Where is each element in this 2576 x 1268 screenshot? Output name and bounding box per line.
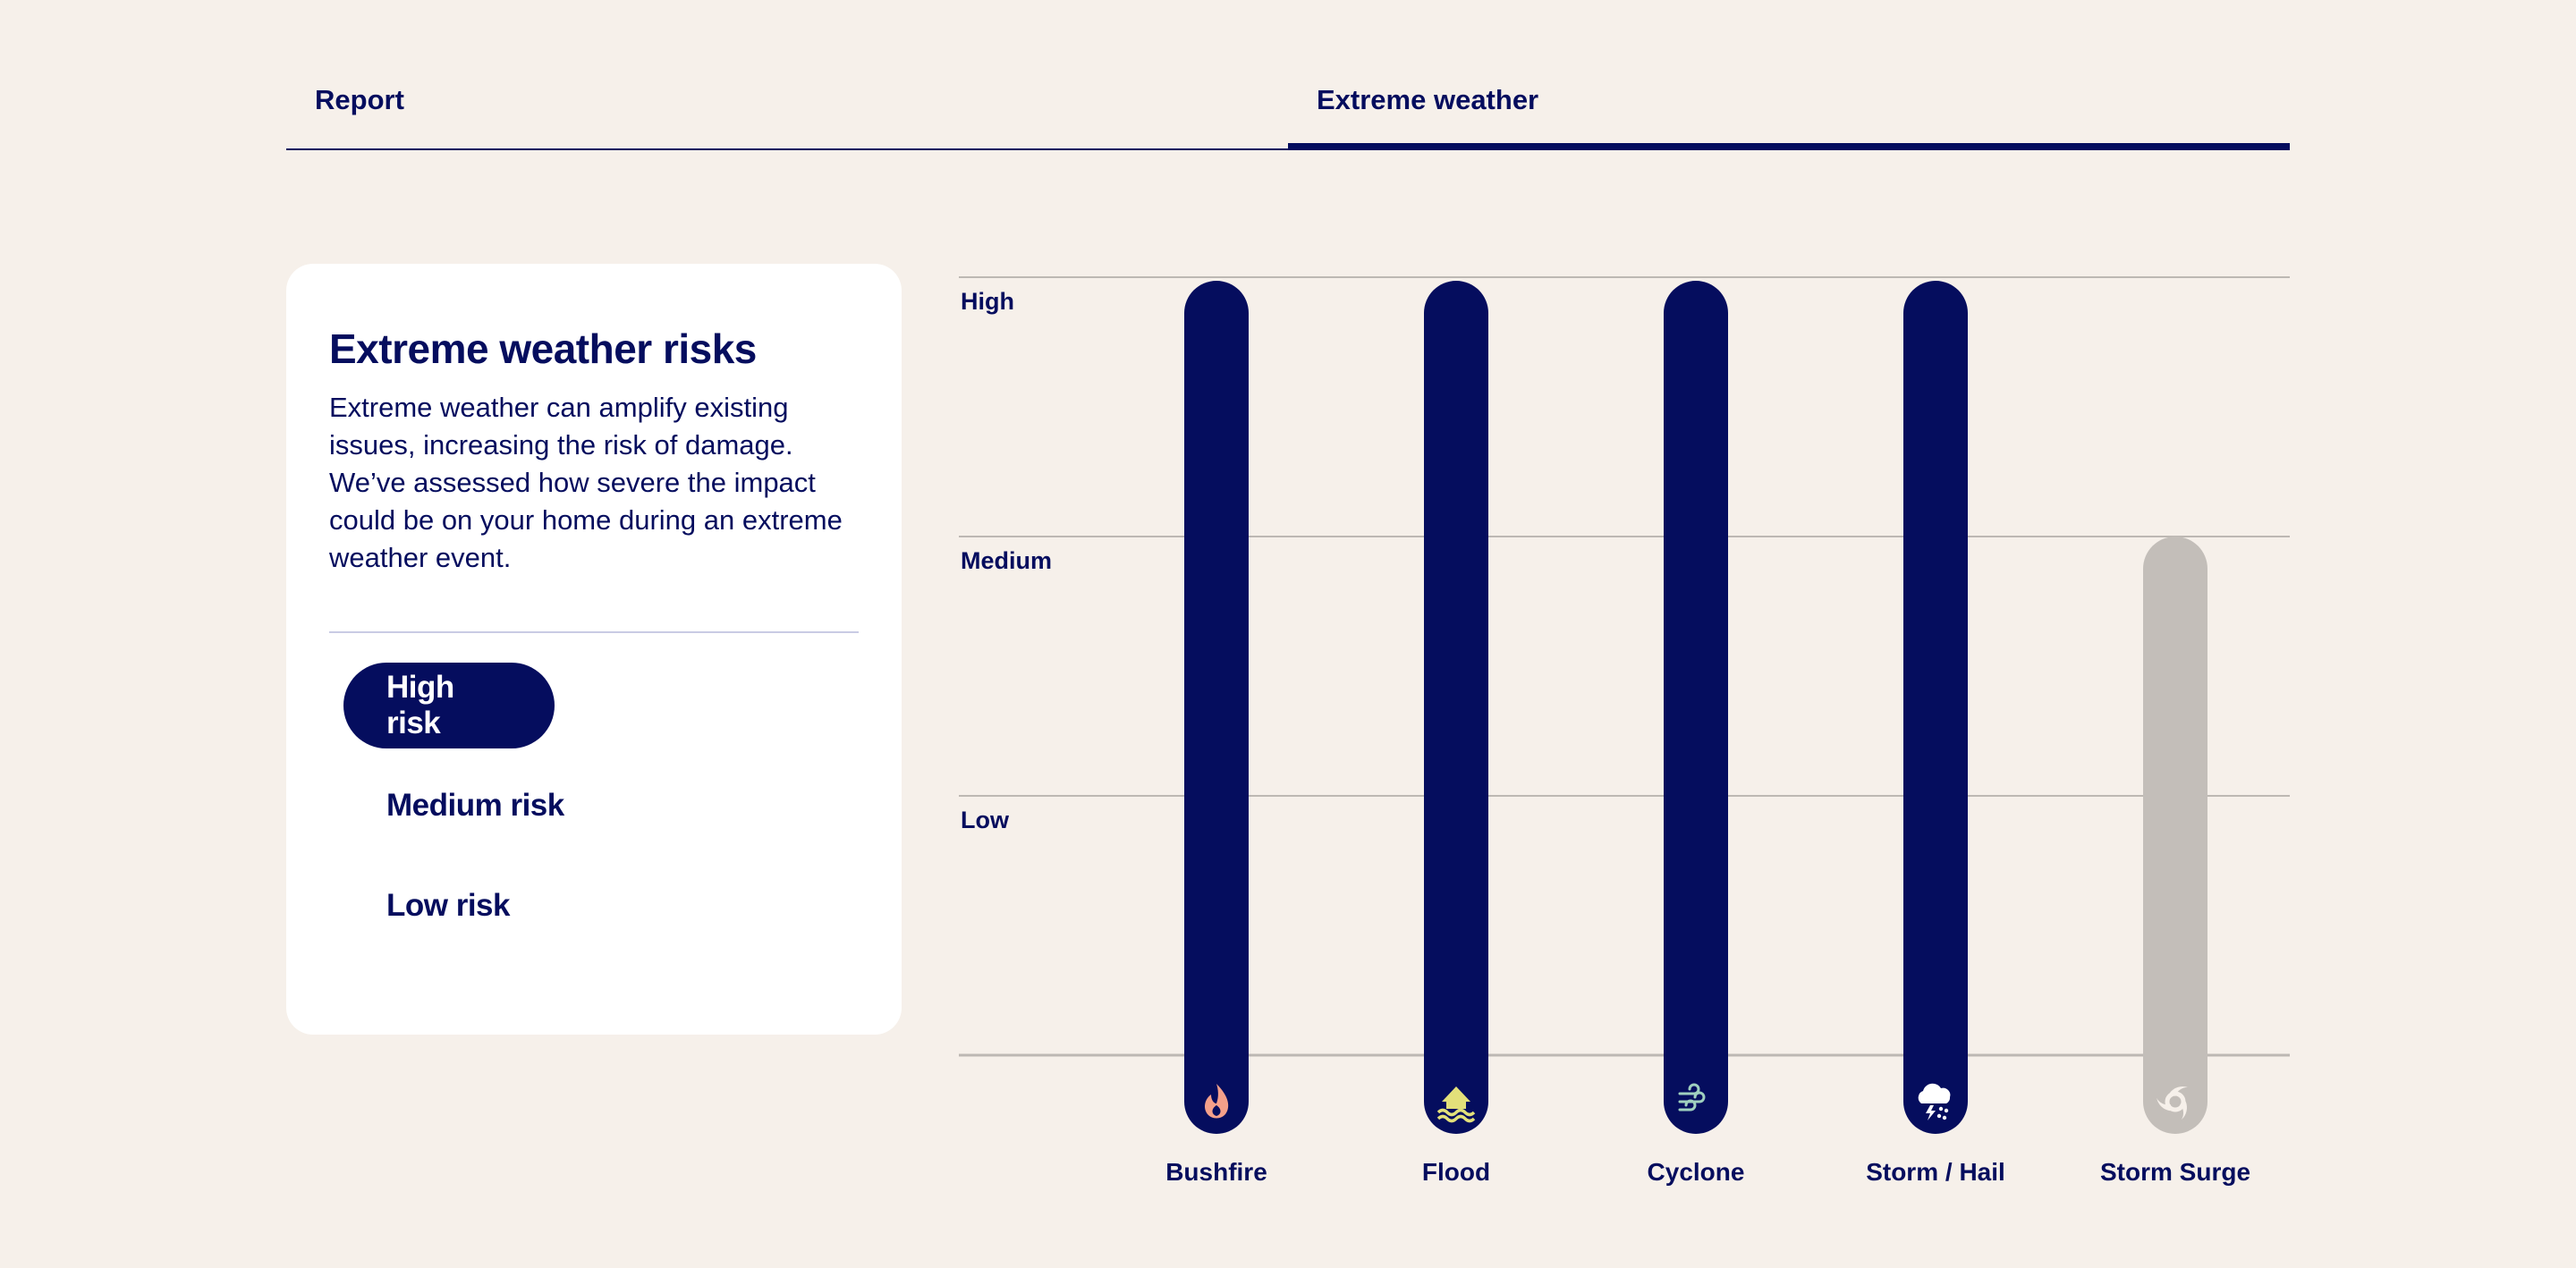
y-axis-label-low: Low bbox=[961, 807, 1009, 833]
y-axis-label-high: High bbox=[961, 288, 1014, 315]
divider bbox=[329, 631, 859, 633]
tab-extreme-weather[interactable]: Extreme weather bbox=[1288, 72, 2290, 150]
tab-report[interactable]: Report bbox=[286, 72, 1288, 150]
fire-icon bbox=[1205, 1084, 1229, 1119]
x-axis-label-flood: Flood bbox=[1421, 1158, 1491, 1186]
bar-storm-surge[interactable] bbox=[2143, 537, 2207, 1134]
y-axis-label-medium: Medium bbox=[961, 547, 1053, 574]
bar-bushfire[interactable] bbox=[1184, 281, 1249, 1134]
cyclone-icon bbox=[2157, 1086, 2188, 1120]
tab-bar: Report Extreme weather bbox=[286, 72, 2290, 150]
medium-risk-button[interactable]: Medium risk bbox=[386, 788, 564, 823]
bar-storm-hail[interactable] bbox=[1903, 281, 1968, 1134]
x-axis-label-storm-hail: Storm / Hail bbox=[1866, 1158, 2005, 1186]
low-risk-button[interactable]: Low risk bbox=[386, 888, 510, 923]
bar-cyclone[interactable] bbox=[1664, 281, 1728, 1134]
x-axis-label-cyclone: Cyclone bbox=[1647, 1158, 1745, 1186]
card-description: Extreme weather can amplify existing iss… bbox=[329, 392, 843, 573]
bar-flood[interactable] bbox=[1424, 281, 1488, 1134]
wind-icon bbox=[1678, 1083, 1706, 1112]
risk-info-card: Extreme weather risks Extreme weather ca… bbox=[286, 264, 902, 1035]
flood-icon bbox=[1436, 1086, 1476, 1123]
x-axis-label-bushfire: Bushfire bbox=[1165, 1158, 1267, 1186]
high-risk-button[interactable]: High risk bbox=[343, 663, 555, 748]
storm-hail-icon bbox=[1918, 1083, 1951, 1120]
x-axis-label-storm-surge: Storm Surge bbox=[2099, 1158, 2251, 1186]
card-title: Extreme weather risks bbox=[329, 325, 757, 372]
